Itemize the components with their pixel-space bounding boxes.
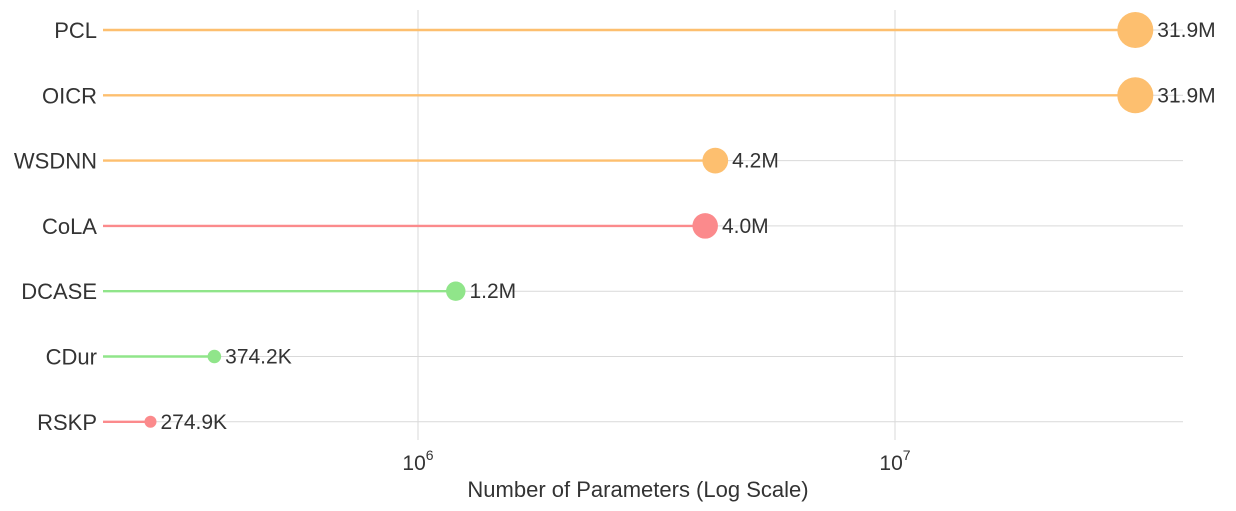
category-label: RSKP [37, 410, 97, 435]
value-label: 4.2M [732, 150, 779, 173]
x-tick-label: 107 [879, 447, 910, 475]
category-label: DCASE [21, 279, 97, 304]
value-label: 31.9M [1157, 84, 1215, 107]
stems-layer [103, 28, 1136, 423]
value-label: 31.9M [1157, 19, 1215, 42]
x-tick-base: 10 [879, 452, 902, 475]
lollipop-dot [1117, 77, 1154, 114]
x-tick-exponent: 6 [426, 447, 434, 463]
category-label: CoLA [42, 214, 97, 239]
x-tick-layer: 106 107 [402, 447, 910, 475]
x-tick-exponent: 7 [903, 447, 911, 463]
lollipop-dot [207, 349, 222, 364]
value-label: 274.9K [160, 411, 227, 434]
value-label: 374.2K [225, 346, 292, 369]
category-label: OICR [42, 83, 97, 108]
category-label: CDur [46, 345, 97, 370]
x-tick-label: 106 [402, 447, 433, 475]
value-label: 4.0M [722, 215, 769, 238]
category-label: PCL [54, 18, 97, 43]
category-label: WSDNN [14, 149, 97, 174]
x-axis-title: Number of Parameters (Log Scale) [467, 477, 808, 502]
lollipop-dot [446, 281, 466, 301]
labels-layer: PCL 31.9M OICR 31.9M WSDNN 4.2M CoLA 4.0M DCASE 1… [14, 18, 1216, 435]
lollipop-dot [1117, 12, 1154, 48]
lollipop-dot [702, 147, 729, 174]
dots-layer [144, 12, 1154, 428]
x-tick-base: 10 [402, 452, 425, 475]
lollipop-dot [144, 415, 157, 428]
value-label: 1.2M [469, 280, 516, 303]
lollipop-dot [692, 213, 718, 239]
